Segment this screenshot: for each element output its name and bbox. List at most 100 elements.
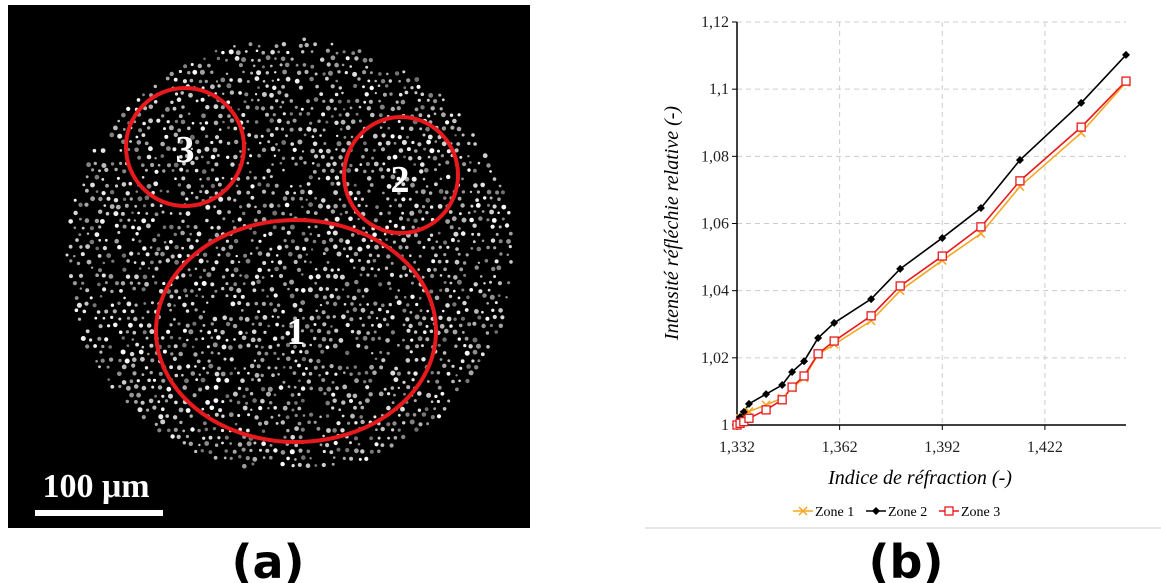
fiber-dot bbox=[106, 253, 112, 258]
fiber-dot bbox=[119, 218, 123, 222]
fiber-dot bbox=[300, 329, 305, 333]
fiber-dot bbox=[330, 168, 335, 173]
fiber-dot bbox=[214, 289, 218, 293]
fiber-dot bbox=[461, 190, 466, 194]
fiber-dot bbox=[317, 119, 321, 123]
fiber-dot bbox=[174, 373, 179, 378]
fiber-dot bbox=[108, 274, 114, 279]
fiber-dot bbox=[294, 443, 299, 448]
fiber-dot bbox=[329, 237, 334, 243]
x-axis-title: Indice de réfraction (-) bbox=[827, 467, 1012, 489]
fiber-dot bbox=[293, 316, 298, 321]
fiber-dot bbox=[174, 92, 179, 96]
fiber-dot bbox=[190, 63, 194, 66]
fiber-dot bbox=[471, 133, 475, 137]
fiber-dot bbox=[145, 212, 149, 215]
fiber-dot bbox=[300, 427, 305, 432]
fiber-dot bbox=[199, 275, 203, 279]
fiber-dot bbox=[180, 119, 186, 125]
fiber-dot bbox=[306, 99, 310, 104]
fiber-dot bbox=[301, 231, 306, 236]
fiber-dot bbox=[492, 177, 497, 181]
fiber-dot bbox=[348, 246, 353, 251]
fiber-dot bbox=[417, 209, 423, 214]
fiber-dot bbox=[414, 358, 419, 362]
fiber-dot bbox=[475, 198, 479, 203]
fiber-dot bbox=[177, 365, 182, 371]
fiber-dot bbox=[283, 282, 287, 286]
fiber-dot bbox=[221, 176, 225, 180]
fiber-dot bbox=[194, 156, 199, 161]
fiber-dot bbox=[89, 239, 95, 245]
fiber-dot bbox=[207, 63, 211, 68]
fiber-dot bbox=[217, 182, 222, 187]
fiber-dot bbox=[186, 254, 190, 258]
fiber-dot bbox=[377, 336, 382, 340]
fiber-dot bbox=[402, 380, 406, 384]
fiber-dot bbox=[352, 393, 358, 399]
fiber-dot bbox=[356, 343, 361, 348]
fiber-dot bbox=[442, 351, 447, 355]
fiber-dot bbox=[74, 308, 79, 313]
fiber-dot bbox=[246, 428, 250, 433]
fiber-dot bbox=[98, 324, 103, 329]
fiber-dot bbox=[373, 330, 377, 334]
fiber-dot bbox=[195, 239, 199, 243]
fiber-dot bbox=[360, 266, 366, 272]
fiber-dot bbox=[189, 244, 194, 250]
fiber-dot bbox=[313, 42, 317, 47]
fiber-dot bbox=[410, 338, 414, 342]
fiber-dot bbox=[446, 174, 451, 180]
fiber-dot bbox=[303, 133, 307, 137]
fiber-dot bbox=[277, 373, 280, 376]
fiber-dot bbox=[154, 394, 158, 398]
fiber-dot bbox=[230, 301, 236, 307]
fiber-dot bbox=[230, 162, 235, 167]
fiber-dot bbox=[445, 120, 450, 125]
fiber-dot bbox=[376, 254, 380, 258]
fiber-dot bbox=[397, 135, 402, 140]
fiber-dot bbox=[404, 273, 408, 277]
fiber-dot bbox=[349, 372, 353, 376]
fiber-dot bbox=[397, 120, 401, 123]
fiber-dot bbox=[362, 335, 368, 341]
panel-label: (a) bbox=[231, 535, 304, 583]
fiber-dot bbox=[334, 175, 340, 180]
fiber-dot bbox=[300, 107, 304, 111]
fiber-dot bbox=[334, 216, 340, 222]
fiber-dot bbox=[257, 44, 261, 48]
fiber-dot bbox=[445, 303, 450, 308]
fiber-dot bbox=[169, 294, 174, 299]
fiber-dot bbox=[177, 322, 181, 326]
fiber-dot bbox=[214, 412, 219, 417]
fiber-dot bbox=[216, 377, 221, 383]
marker bbox=[896, 264, 905, 273]
fiber-dot bbox=[233, 267, 239, 273]
fiber-dot bbox=[389, 92, 393, 96]
fiber-dot bbox=[113, 198, 119, 203]
fiber-dot bbox=[370, 71, 373, 75]
fiber-dot bbox=[338, 155, 343, 160]
fiber-dot bbox=[84, 301, 89, 306]
fiber-dot bbox=[425, 337, 430, 342]
fiber-dot bbox=[332, 428, 337, 433]
fiber-dot bbox=[322, 449, 326, 454]
fiber-dot bbox=[282, 112, 286, 116]
fiber-dot bbox=[390, 261, 394, 265]
fiber-dot bbox=[258, 141, 262, 145]
fiber-dot bbox=[387, 126, 391, 130]
fiber-dot bbox=[292, 118, 297, 123]
fiber-dot bbox=[279, 63, 283, 67]
fiber-dot bbox=[129, 379, 134, 384]
fiber-dot bbox=[262, 261, 267, 265]
fiber-dot bbox=[352, 295, 357, 301]
fiber-dot bbox=[364, 370, 369, 375]
fiber-dot bbox=[273, 448, 278, 453]
fiber-dot bbox=[455, 387, 459, 392]
fiber-dot bbox=[151, 275, 155, 278]
fiber-dot bbox=[354, 378, 359, 384]
fiber-dot bbox=[95, 190, 99, 193]
fiber-dot bbox=[127, 322, 133, 328]
fiber-dot bbox=[222, 217, 226, 221]
fiber-dot bbox=[150, 260, 154, 265]
